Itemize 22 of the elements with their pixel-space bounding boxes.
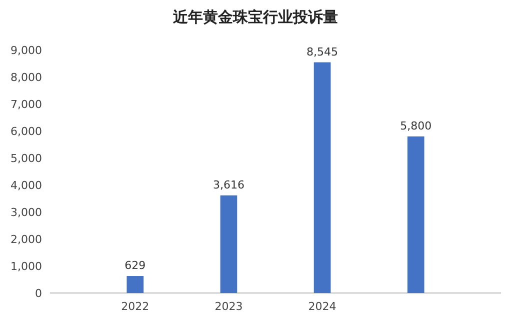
y-tick-label: 2,000	[10, 232, 42, 246]
data-label: 629	[124, 259, 146, 272]
y-tick-label: 8,000	[10, 70, 42, 84]
y-tick-label: 5,000	[10, 152, 42, 165]
y-tick-label: 3,000	[10, 206, 42, 219]
data-label: 8,545	[306, 45, 338, 58]
data-label: 3,616	[212, 178, 244, 192]
bar	[126, 276, 144, 293]
bar	[407, 136, 424, 293]
x-tick-label: 2023	[214, 300, 243, 313]
x-tick-label: 2024	[308, 300, 336, 313]
bar	[220, 195, 238, 293]
x-tick-label: 2022	[121, 300, 150, 313]
data-label: 5,800	[400, 119, 432, 132]
y-tick-label: 6,000	[10, 124, 42, 138]
y-tick-label: 1,000	[10, 260, 42, 273]
y-tick-label: 7,000	[10, 98, 42, 111]
chart-title: 近年黄金珠宝行业投诉量	[172, 8, 338, 26]
bar	[314, 62, 331, 293]
y-tick-label: 0	[35, 286, 42, 300]
y-tick-label: 9,000	[10, 44, 42, 57]
y-tick-label: 4,000	[10, 178, 42, 192]
